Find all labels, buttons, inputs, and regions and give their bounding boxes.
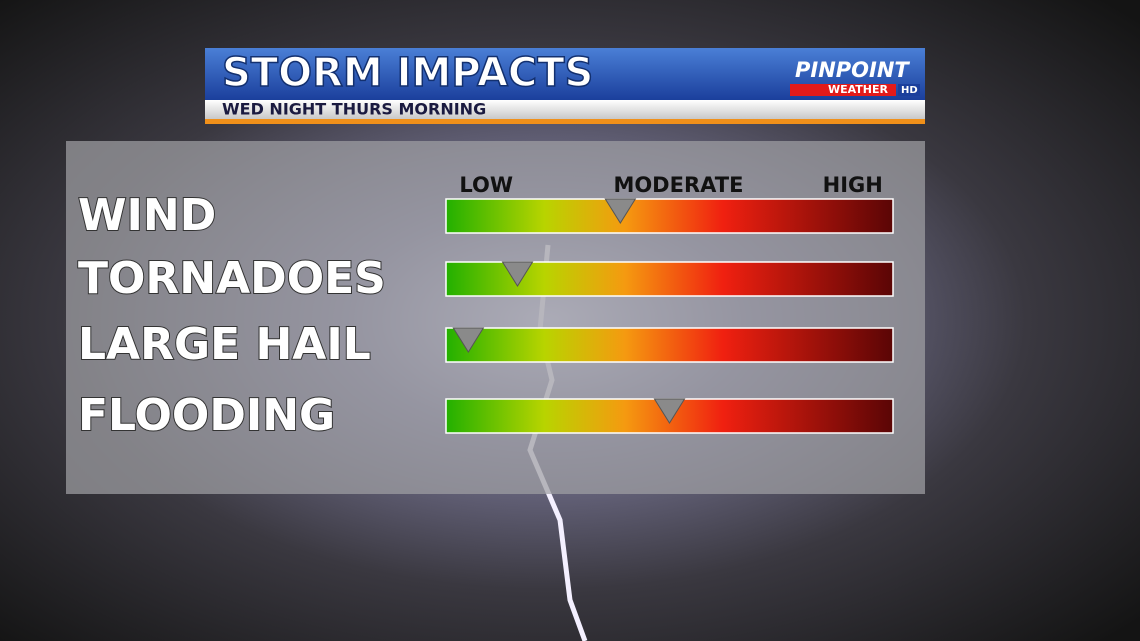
logo-strip (790, 84, 896, 96)
category-label: TORNADOES (78, 253, 386, 304)
logo-name: PINPOINT (795, 58, 910, 82)
risk-marker (604, 198, 637, 224)
category-label: LARGE HAIL (78, 319, 371, 370)
title: STORM IMPACTS (222, 50, 593, 96)
risk-marker (501, 261, 534, 287)
risk-bar (445, 327, 894, 363)
category-label: FLOODING (78, 390, 335, 441)
scale-label: MODERATE (613, 173, 743, 197)
logo-badge: HD (901, 85, 918, 96)
risk-marker (452, 327, 485, 353)
category-label: WIND (78, 190, 216, 241)
risk-marker (653, 398, 686, 424)
logo-sub: WEATHER (828, 83, 889, 96)
risk-bar (445, 198, 894, 234)
scale-label: LOW (459, 173, 513, 197)
scale-label: HIGH (823, 173, 883, 197)
subtitle-bar (205, 100, 925, 119)
accent-line (205, 119, 925, 124)
logo-badge-box (898, 84, 920, 96)
subtitle: WED NIGHT THURS MORNING (222, 100, 486, 119)
